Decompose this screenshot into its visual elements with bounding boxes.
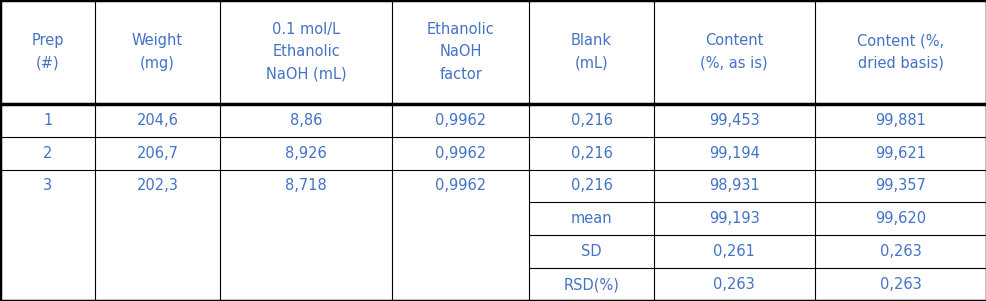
Text: RSD(%): RSD(%) xyxy=(563,277,619,292)
Text: 0,263: 0,263 xyxy=(713,277,754,292)
Text: Content
(%, as is): Content (%, as is) xyxy=(700,33,767,70)
Text: Blank
(mL): Blank (mL) xyxy=(571,33,611,70)
Text: 0,216: 0,216 xyxy=(570,146,612,161)
Text: 1: 1 xyxy=(43,113,52,128)
Text: 0,9962: 0,9962 xyxy=(435,178,486,194)
Text: 206,7: 206,7 xyxy=(136,146,178,161)
Text: Prep
(#): Prep (#) xyxy=(32,33,64,70)
Text: 204,6: 204,6 xyxy=(136,113,178,128)
Text: 8,926: 8,926 xyxy=(285,146,326,161)
Text: 202,3: 202,3 xyxy=(136,178,178,194)
Text: 0,263: 0,263 xyxy=(880,277,921,292)
Text: Ethanolic
NaOH
factor: Ethanolic NaOH factor xyxy=(427,22,494,82)
Text: 98,931: 98,931 xyxy=(708,178,759,194)
Text: 99,357: 99,357 xyxy=(875,178,925,194)
Text: 0,216: 0,216 xyxy=(570,178,612,194)
Text: 8,718: 8,718 xyxy=(285,178,326,194)
Text: SD: SD xyxy=(581,244,601,259)
Text: Content (%,
dried basis): Content (%, dried basis) xyxy=(857,33,944,70)
Text: 3: 3 xyxy=(43,178,52,194)
Text: 99,620: 99,620 xyxy=(875,211,926,226)
Text: 0,263: 0,263 xyxy=(880,244,921,259)
Text: 0,9962: 0,9962 xyxy=(435,146,486,161)
Text: 0.1 mol/L
Ethanolic
NaOH (mL): 0.1 mol/L Ethanolic NaOH (mL) xyxy=(265,22,346,82)
Text: 0,261: 0,261 xyxy=(713,244,754,259)
Text: 99,193: 99,193 xyxy=(708,211,759,226)
Text: 0,216: 0,216 xyxy=(570,113,612,128)
Text: 99,194: 99,194 xyxy=(708,146,759,161)
Text: 99,621: 99,621 xyxy=(875,146,925,161)
Text: 8,86: 8,86 xyxy=(290,113,322,128)
Text: mean: mean xyxy=(570,211,611,226)
Text: 0,9962: 0,9962 xyxy=(435,113,486,128)
Text: Weight
(mg): Weight (mg) xyxy=(132,33,183,70)
Text: 99,453: 99,453 xyxy=(708,113,759,128)
Text: 2: 2 xyxy=(42,146,52,161)
Text: 99,881: 99,881 xyxy=(875,113,925,128)
